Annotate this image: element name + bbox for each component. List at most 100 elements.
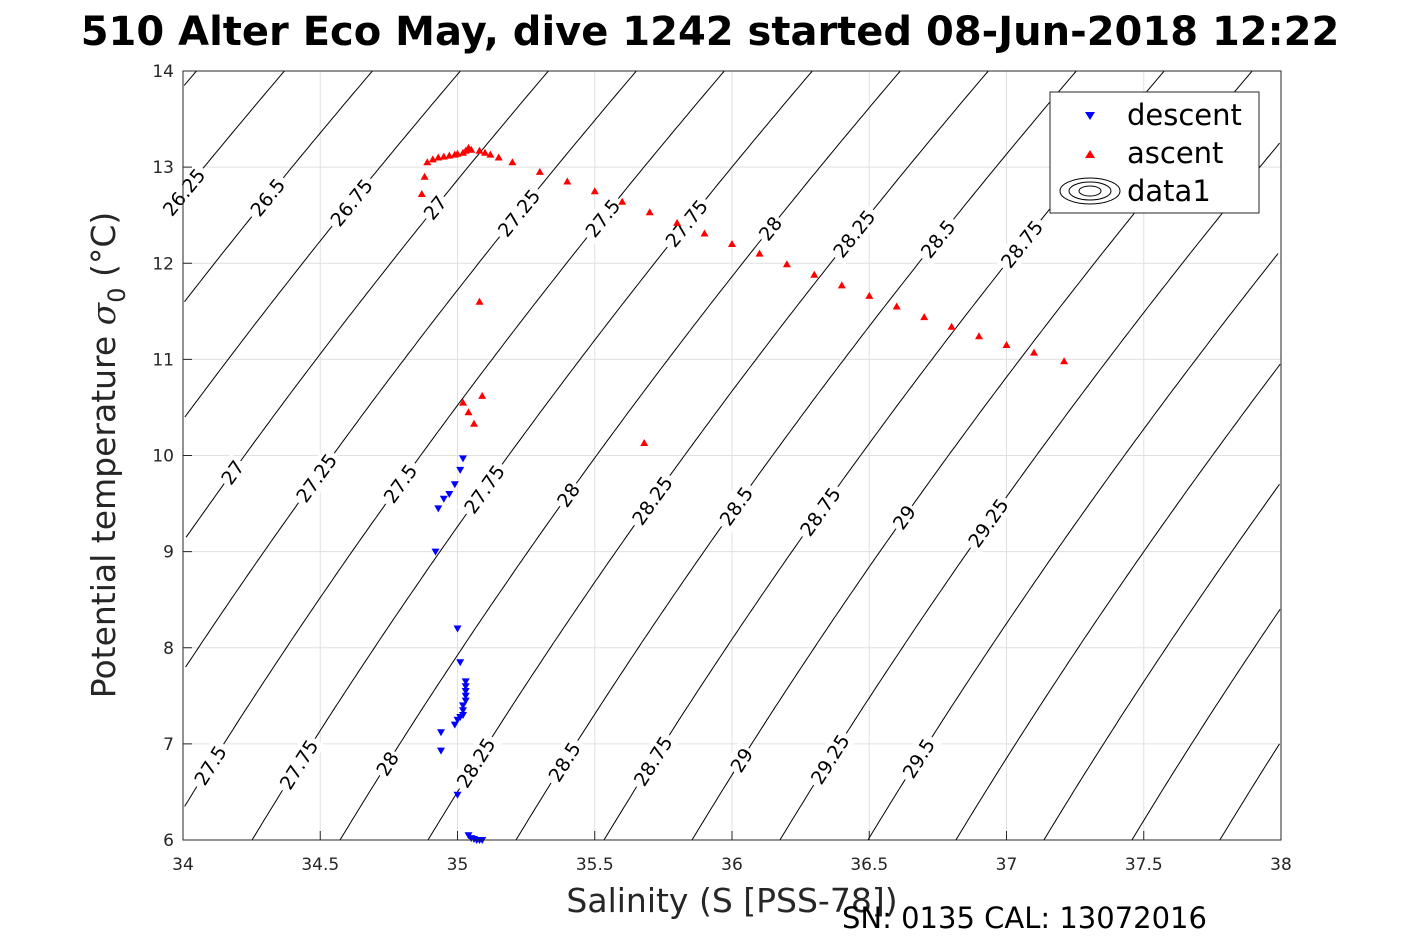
contour-label-text: 28 bbox=[372, 748, 404, 780]
x-tick-label: 37.5 bbox=[1125, 855, 1163, 875]
contour-label-text: 28 bbox=[755, 213, 787, 246]
contour-label-text: 28.25 bbox=[453, 734, 501, 792]
contour-label-bg bbox=[657, 191, 715, 255]
contour-label-bg bbox=[288, 446, 344, 510]
density-contours bbox=[183, 70, 1281, 841]
contour-label: 27.75 bbox=[272, 732, 326, 797]
descent-point bbox=[450, 721, 459, 729]
ascent-point bbox=[459, 398, 467, 406]
contour-labels: 26.25 26.5 26.75 27 27.25 27.5 27.75 28 28.25 28.… bbox=[155, 160, 1051, 797]
legend: descent ascent data1 bbox=[1049, 91, 1260, 214]
contour-label-text: 27.25 bbox=[292, 450, 342, 507]
contour-label-bg bbox=[155, 160, 213, 224]
y-tick-label: 11 bbox=[152, 350, 174, 370]
contour-label: 28.25 bbox=[825, 202, 883, 265]
isopycnal-line bbox=[515, 70, 1077, 841]
descent-point bbox=[434, 505, 443, 513]
contour-label: 27.75 bbox=[657, 191, 715, 255]
contour-label-bg bbox=[912, 211, 963, 266]
contour-label-bg bbox=[490, 181, 548, 245]
descent-point bbox=[453, 791, 462, 799]
contour-label-bg bbox=[214, 453, 251, 491]
contour-label-bg bbox=[322, 171, 380, 234]
ascent-point bbox=[837, 281, 846, 289]
contour-label-bg bbox=[449, 730, 503, 795]
descent-point bbox=[459, 455, 467, 463]
contour-label: 27.75 bbox=[456, 457, 512, 521]
descent-point bbox=[459, 707, 467, 715]
legend-descent-marker bbox=[1085, 112, 1095, 120]
contour-label: 28.75 bbox=[792, 479, 848, 544]
ascent-point bbox=[428, 155, 437, 163]
legend-descent-label: descent bbox=[1127, 98, 1242, 132]
data-points bbox=[417, 143, 1069, 844]
x-tick-label: 36.5 bbox=[850, 855, 888, 875]
y-axis-ticks: 6 7 8 9 10 11 12 13 14 bbox=[152, 62, 192, 851]
ascent-point bbox=[590, 187, 599, 195]
contour-label: 29 bbox=[723, 741, 760, 779]
descent-point bbox=[456, 659, 465, 667]
contour-label-bg bbox=[993, 212, 1051, 276]
ascent-point bbox=[1030, 348, 1038, 356]
y-tick-label: 7 bbox=[163, 735, 174, 755]
descent-point bbox=[431, 548, 440, 556]
ascent-point bbox=[782, 260, 791, 268]
contour-label-text: 27.75 bbox=[460, 461, 510, 518]
contour-label: 29.5 bbox=[894, 730, 943, 786]
ascent-point bbox=[475, 146, 484, 154]
contour-label-bg bbox=[886, 498, 922, 536]
contour-label: 27.5 bbox=[577, 191, 628, 245]
chart-title: 510 Alter Eco May, dive 1242 started 08-… bbox=[81, 9, 1340, 55]
contour-label-text: 29.25 bbox=[807, 731, 855, 789]
descent-point bbox=[437, 747, 445, 755]
contour-label: 28 bbox=[550, 476, 587, 514]
contour-label-text: 29 bbox=[889, 502, 921, 534]
y-axis-label-sub: 0 bbox=[103, 287, 131, 302]
descent-point bbox=[461, 697, 470, 705]
x-tick-label: 37 bbox=[996, 855, 1018, 875]
ascent-point bbox=[470, 419, 478, 427]
contour-label-text: 27.75 bbox=[276, 736, 324, 794]
contour-label-bg bbox=[626, 728, 680, 794]
contour-label: 28.75 bbox=[993, 212, 1051, 276]
descent-point bbox=[450, 481, 459, 489]
isopycnal-line bbox=[779, 142, 1280, 841]
ascent-point bbox=[640, 439, 649, 446]
ascent-point bbox=[700, 229, 709, 237]
isopycnal-line bbox=[183, 70, 197, 86]
y-axis-label-main: Potential temperature bbox=[84, 325, 123, 698]
ascent-point bbox=[417, 190, 426, 197]
descent-point bbox=[461, 688, 470, 695]
contour-label: 26.5 bbox=[242, 170, 293, 225]
legend-ascent-marker bbox=[1085, 150, 1095, 158]
legend-ascent-label: ascent bbox=[1127, 136, 1223, 170]
y-tick-label: 14 bbox=[152, 62, 174, 82]
contour-label: 28.5 bbox=[711, 478, 761, 534]
x-tick-label: 36 bbox=[721, 855, 743, 875]
isopycnal-line bbox=[1043, 484, 1280, 841]
contour-label-bg bbox=[375, 456, 425, 511]
contour-label-bg bbox=[792, 479, 848, 544]
contour-label: 27 bbox=[214, 453, 251, 491]
isopycnal-line bbox=[251, 70, 813, 841]
contour-label-bg bbox=[242, 170, 293, 225]
descent-point bbox=[439, 495, 448, 503]
ascent-point bbox=[975, 332, 983, 340]
contour-label: 28.25 bbox=[624, 468, 680, 533]
y-axis-label-unit: (°C) bbox=[84, 212, 123, 288]
contour-label-bg bbox=[894, 730, 943, 786]
contour-label-bg bbox=[624, 468, 680, 533]
x-axis-label: Salinity (S [PSS-78]) bbox=[566, 881, 897, 920]
contour-label: 28.5 bbox=[912, 211, 963, 266]
contour-label-bg bbox=[960, 490, 1016, 555]
ascent-point bbox=[920, 313, 929, 321]
contour-label-bg bbox=[369, 745, 405, 782]
ascent-point bbox=[423, 158, 432, 166]
y-tick-label: 6 bbox=[163, 831, 174, 851]
contour-label-bg bbox=[456, 457, 512, 521]
contour-label-bg bbox=[723, 741, 760, 779]
legend-box bbox=[1049, 91, 1260, 214]
isopycnal-line bbox=[185, 70, 549, 538]
ascent-point bbox=[494, 153, 503, 161]
